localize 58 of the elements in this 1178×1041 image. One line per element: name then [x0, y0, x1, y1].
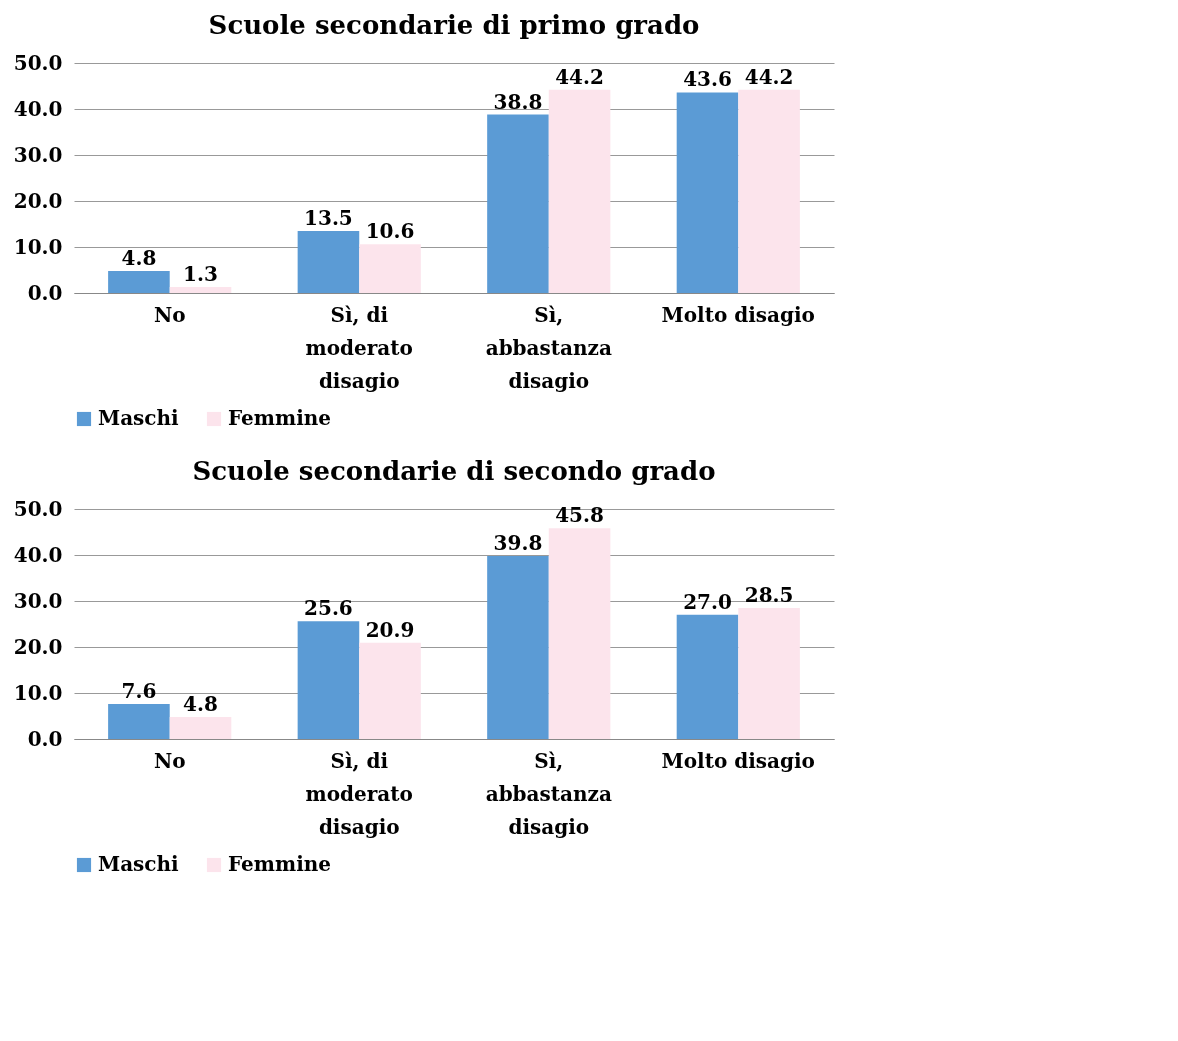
- data-label: 4.8: [121, 245, 157, 270]
- y-tick-label: 0.0: [27, 280, 63, 305]
- x-tick-label: Sì, abbastanza disagio: [485, 748, 612, 839]
- data-label: 1.3: [183, 262, 218, 287]
- bar: [359, 244, 421, 293]
- y-tick-label: 10.0: [13, 234, 63, 259]
- x-tick-label: Molto disagio: [661, 748, 815, 773]
- data-label: 20.9: [365, 617, 415, 642]
- x-tick-label: No: [153, 748, 186, 773]
- x-tick-label: Molto disagio: [661, 302, 815, 327]
- data-label: 10.6: [365, 219, 415, 244]
- y-tick-label: 40.0: [13, 542, 63, 567]
- y-tick-label: 30.0: [13, 588, 63, 613]
- data-label: 43.6: [683, 67, 732, 92]
- x-tick-label: No: [153, 302, 186, 327]
- x-tick-label: Sì, di moderato disagio: [305, 748, 413, 839]
- data-label: 25.6: [304, 596, 353, 621]
- data-label: 13.5: [304, 205, 353, 230]
- bar: [487, 555, 549, 739]
- data-label: 45.8: [555, 503, 604, 528]
- bar: [169, 716, 232, 739]
- bar: [548, 528, 611, 739]
- bar: [108, 270, 170, 293]
- data-label: 44.2: [555, 64, 604, 89]
- data-label: 7.6: [121, 679, 157, 704]
- bar: [297, 230, 360, 293]
- bar: [738, 607, 800, 739]
- bar: [487, 114, 549, 293]
- bar: [676, 92, 739, 293]
- data-label: 28.5: [744, 582, 794, 607]
- y-tick-label: 40.0: [13, 96, 63, 121]
- bar: [359, 642, 421, 739]
- y-tick-label: 50.0: [13, 496, 63, 521]
- bar: [676, 614, 739, 739]
- x-tick-label: Sì, di moderato disagio: [305, 302, 413, 393]
- y-tick-label: 50.0: [13, 50, 63, 75]
- y-tick-label: 20.0: [13, 188, 63, 213]
- bar: [738, 89, 800, 293]
- data-label: 44.2: [744, 64, 794, 89]
- legend-label: Femmine: [228, 852, 332, 876]
- chart-title: Scuole secondarie di primo grado: [208, 10, 700, 40]
- y-tick-label: 0.0: [27, 726, 63, 751]
- legend-label: Femmine: [228, 406, 332, 430]
- legend-label: Maschi: [98, 406, 180, 430]
- y-tick-label: 30.0: [13, 142, 63, 167]
- data-label: 27.0: [683, 589, 732, 614]
- legend-label: Maschi: [98, 852, 180, 876]
- data-label: 4.8: [183, 691, 218, 716]
- y-tick-label: 20.0: [13, 634, 63, 659]
- bar: [108, 704, 170, 739]
- chart-title: Scuole secondarie di secondo grado: [192, 456, 716, 486]
- x-tick-label: Sì, abbastanza disagio: [485, 302, 612, 393]
- y-tick-label: 10.0: [13, 680, 63, 705]
- bar: [297, 621, 360, 739]
- bar: [548, 89, 611, 293]
- data-label: 39.8: [493, 530, 543, 555]
- bar: [169, 287, 232, 293]
- data-label: 38.8: [493, 89, 543, 114]
